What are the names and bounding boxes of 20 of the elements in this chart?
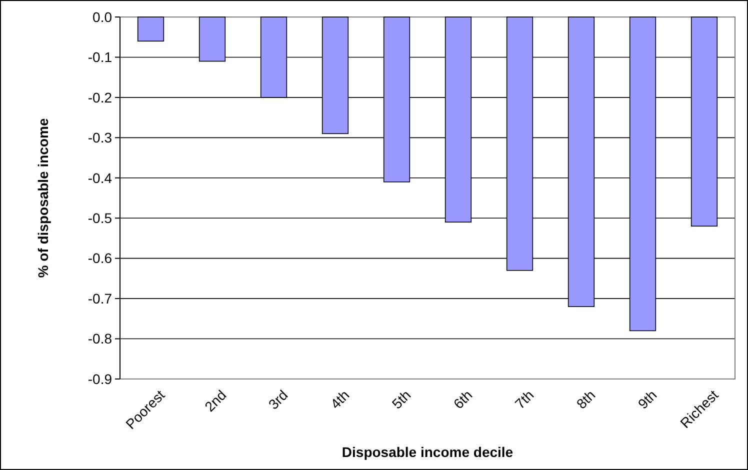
y-tick-label: -0.7 [88, 290, 112, 306]
y-axis-title: % of disposable income [35, 118, 51, 278]
y-tick-label: -0.5 [88, 210, 112, 226]
y-tick-label: -0.6 [88, 250, 112, 266]
y-tick-label: -0.2 [88, 89, 112, 106]
x-tick-label: 7th [512, 386, 537, 412]
x-tick-label: 2nd [201, 386, 230, 415]
y-tick-label: -0.4 [88, 170, 112, 186]
y-tick-label: 0.0 [92, 8, 112, 25]
x-tick-label: 9th [634, 386, 660, 412]
x-tick-label: 6th [450, 386, 476, 412]
y-tick-label: -0.9 [88, 370, 112, 387]
x-tick-label: 5th [388, 386, 414, 412]
x-axis-title: Disposable income decile [342, 444, 514, 460]
y-tick-label: -0.3 [88, 130, 112, 146]
x-tick-label: 3rd [265, 386, 291, 412]
x-tick-label: 4th [327, 386, 352, 412]
y-tick-label: -0.1 [88, 49, 112, 66]
y-tick-label: -0.8 [88, 330, 112, 347]
x-tick-label: 8th [573, 386, 598, 412]
